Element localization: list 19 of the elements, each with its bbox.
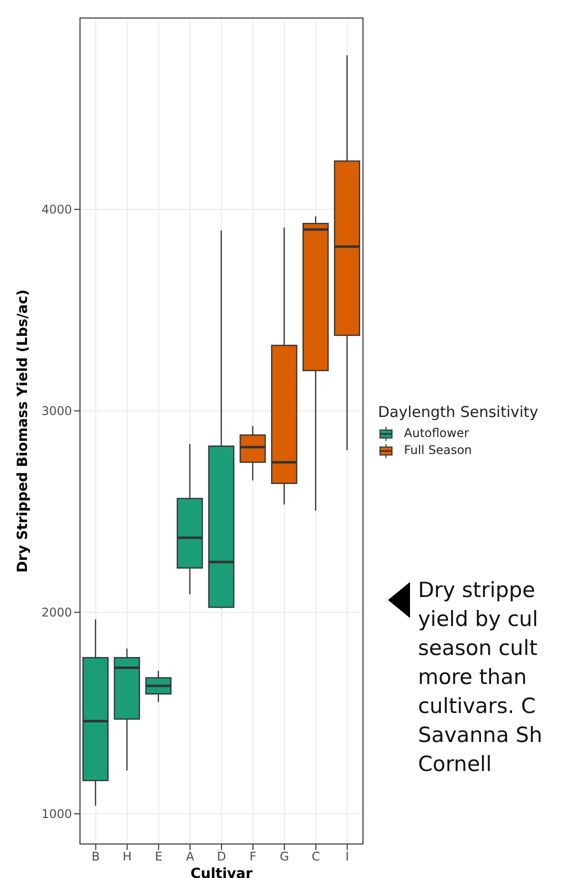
legend-label: Full Season xyxy=(403,442,473,459)
legend-title: Daylength Sensitivity xyxy=(378,403,538,421)
y-axis-title: Dry Stripped Biomass Yield (Lbs/ac) xyxy=(14,289,31,573)
y-tick-label: 3000 xyxy=(41,404,72,418)
legend-label: Autoflower xyxy=(403,425,470,442)
x-tick-label: A xyxy=(186,850,195,864)
x-tick-label: B xyxy=(92,850,100,864)
x-tick-label: E xyxy=(154,850,162,864)
x-tick-label: D xyxy=(216,850,226,864)
x-tick-label: C xyxy=(312,850,320,864)
x-tick-label: H xyxy=(122,850,132,864)
x-axis-title: Cultivar xyxy=(190,866,253,878)
x-tick-label: I xyxy=(346,850,350,864)
x-tick-label: G xyxy=(280,850,290,864)
text: Dry strippe yield by cul season cult more than cultivars. C Savanna Sh Cornell xyxy=(418,577,544,778)
y-tick-label: 2000 xyxy=(41,606,72,620)
y-tick-label: 1000 xyxy=(41,807,72,822)
x-tick-label: F xyxy=(249,850,256,864)
y-tick-label: 4000 xyxy=(41,202,72,217)
